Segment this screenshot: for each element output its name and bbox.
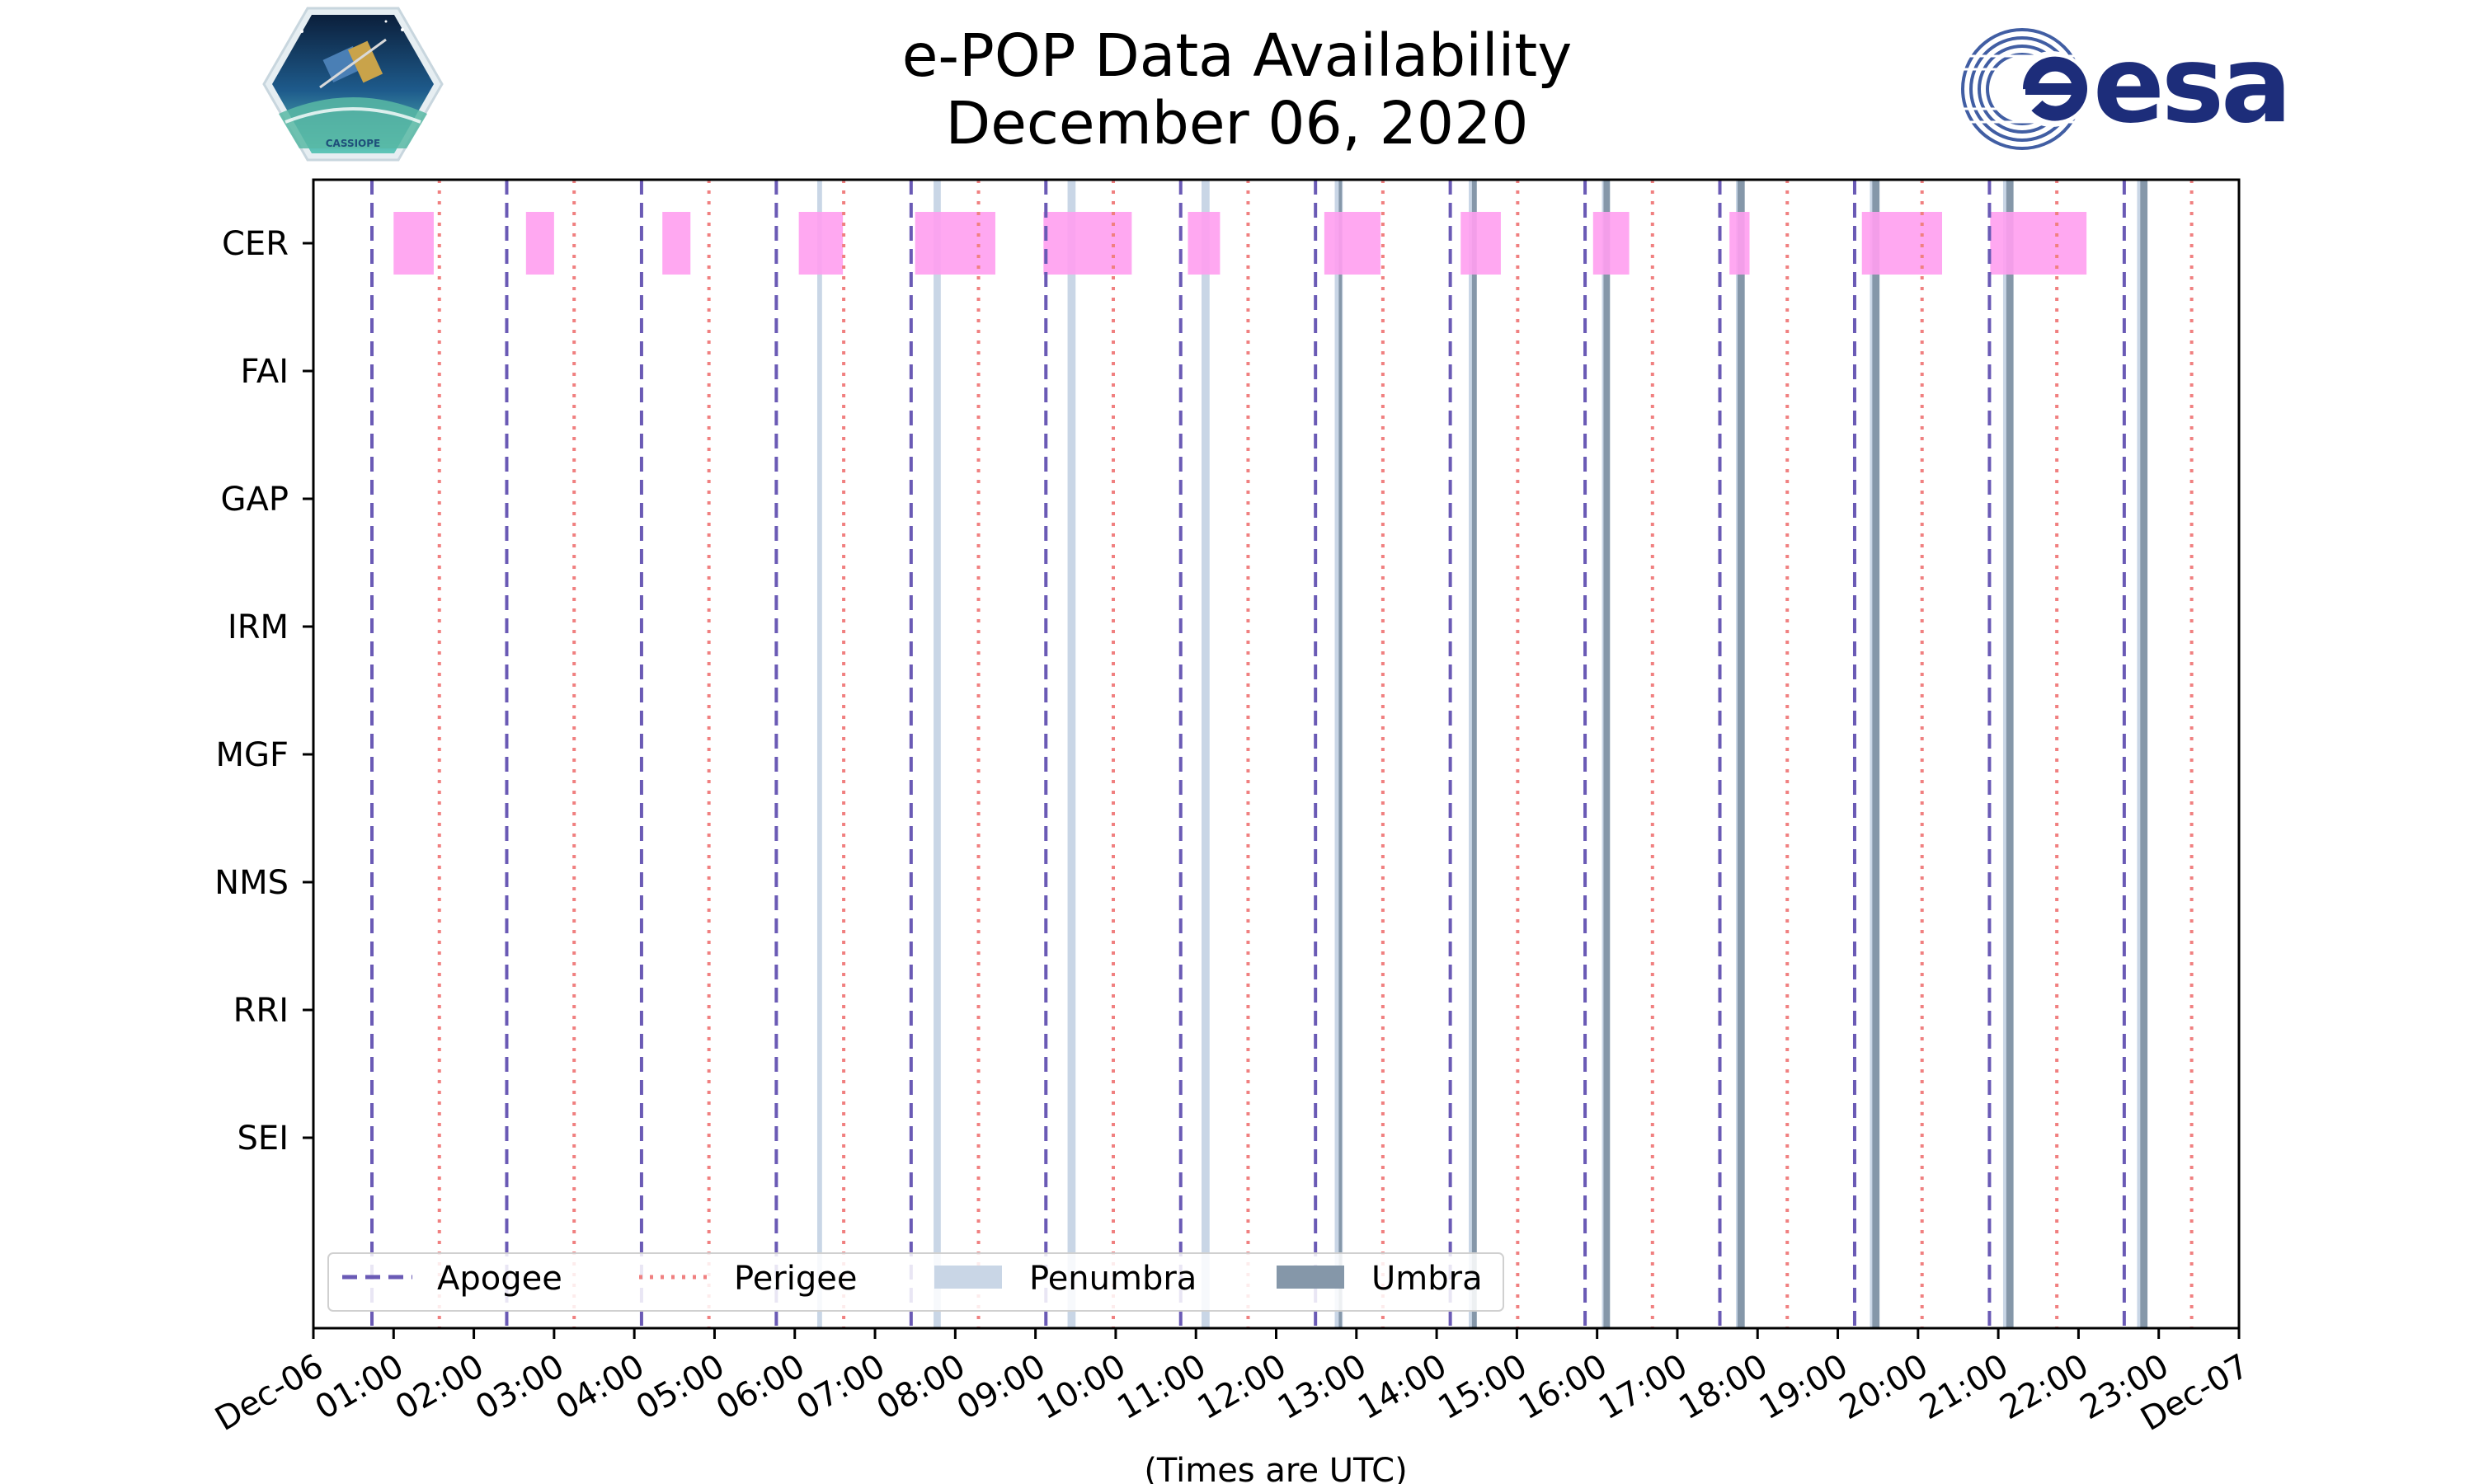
legend-penumbra-label: Penumbra bbox=[1029, 1260, 1197, 1298]
legend-umbra-swatch bbox=[1277, 1266, 1344, 1289]
x-tick-label-15: 15:00 bbox=[1432, 1347, 1534, 1427]
y-tick-label-gap: GAP bbox=[221, 481, 289, 519]
legend-apogee-label: Apogee bbox=[437, 1260, 562, 1298]
umbra-band-4 bbox=[1872, 180, 1880, 1328]
penumbra-band-3 bbox=[1202, 180, 1210, 1328]
data-bar-cer-4 bbox=[915, 212, 995, 275]
esa-logo-text: esa bbox=[2093, 24, 2292, 147]
y-tick-label-nms: NMS bbox=[214, 864, 289, 902]
penumbra-band-0 bbox=[816, 180, 822, 1328]
umbra-band-6 bbox=[2140, 180, 2148, 1328]
data-bar-cer-11 bbox=[1861, 212, 1943, 275]
data-bar-cer-8 bbox=[1460, 212, 1501, 275]
penumbra-band-1 bbox=[934, 180, 941, 1328]
data-bar-cer-0 bbox=[393, 212, 434, 275]
legend-perigee-label: Perigee bbox=[734, 1260, 857, 1298]
orbit-lines-layer bbox=[370, 180, 2194, 1328]
umbra-band-1 bbox=[1471, 180, 1477, 1328]
y-tick-label-rri: RRI bbox=[233, 992, 289, 1030]
y-tick-label-sei: SEI bbox=[238, 1120, 289, 1158]
legend-umbra-label: Umbra bbox=[1371, 1260, 1483, 1298]
x-axis: Dec-0601:0002:0003:0004:0005:0006:0007:0… bbox=[209, 1328, 2255, 1439]
legend: Apogee Perigee Penumbra Umbra bbox=[327, 1252, 1504, 1312]
x-tick-label-19: 19:00 bbox=[1753, 1347, 1855, 1427]
x-tick-label-2: 02:00 bbox=[389, 1347, 491, 1427]
x-tick-label-10: 10:00 bbox=[1031, 1347, 1132, 1427]
umbra-band-2 bbox=[1603, 180, 1611, 1328]
esa-logo-icon bbox=[1954, 28, 2095, 150]
x-tick-label-20: 20:00 bbox=[1833, 1347, 1935, 1427]
x-tick-label-22: 22:00 bbox=[1994, 1347, 2095, 1427]
plot-frame bbox=[312, 178, 2241, 1330]
data-bar-cer-6 bbox=[1188, 212, 1221, 275]
x-tick-label-17: 17:00 bbox=[1592, 1347, 1694, 1427]
x-axis-label: (Times are UTC) bbox=[1144, 1452, 1407, 1484]
x-tick-label-8: 08:00 bbox=[870, 1347, 971, 1427]
x-tick-label-4: 04:00 bbox=[549, 1347, 651, 1427]
x-tick-label-21: 21:00 bbox=[1913, 1347, 2015, 1427]
x-tick-label-9: 09:00 bbox=[951, 1347, 1052, 1427]
x-tick-label-13: 13:00 bbox=[1272, 1347, 1373, 1427]
x-tick-label-14: 14:00 bbox=[1352, 1347, 1453, 1427]
data-bar-cer-5 bbox=[1043, 212, 1132, 275]
data-bar-cer-12 bbox=[1990, 212, 2087, 275]
penumbra-band-2 bbox=[1067, 180, 1076, 1328]
shading-layer bbox=[816, 180, 2148, 1328]
chart-title-line-2: December 06, 2020 bbox=[945, 89, 1529, 157]
umbra-band-5 bbox=[2006, 180, 2014, 1328]
x-tick-label-5: 05:00 bbox=[630, 1347, 731, 1427]
cassiope-logo-icon: CASSIOPE bbox=[262, 7, 444, 162]
y-axis: CER FAI GAP IRM MGF NMS RRI SEI bbox=[214, 225, 313, 1158]
data-bars-layer bbox=[393, 212, 2087, 275]
data-bar-cer-3 bbox=[798, 212, 844, 275]
x-tick-label-6: 06:00 bbox=[710, 1347, 811, 1427]
data-bar-cer-7 bbox=[1324, 212, 1380, 275]
x-tick-label-11: 11:00 bbox=[1111, 1347, 1212, 1427]
cassiope-logo: CASSIOPE bbox=[262, 7, 444, 162]
cassiope-logo-text: CASSIOPE bbox=[326, 138, 381, 149]
chart-title-line-1: e-POP Data Availability bbox=[901, 21, 1573, 90]
y-tick-label-irm: IRM bbox=[228, 608, 289, 646]
data-bar-cer-9 bbox=[1592, 212, 1630, 275]
y-tick-label-fai: FAI bbox=[241, 353, 289, 391]
esa-logo: esa bbox=[1954, 23, 2309, 155]
data-bar-cer-1 bbox=[525, 212, 554, 275]
y-tick-label-mgf: MGF bbox=[215, 736, 289, 774]
umbra-band-0 bbox=[1338, 180, 1343, 1328]
legend-box bbox=[327, 1252, 1504, 1312]
umbra-band-3 bbox=[1737, 180, 1745, 1328]
x-tick-label-7: 07:00 bbox=[790, 1347, 891, 1427]
legend-penumbra-swatch bbox=[934, 1266, 1002, 1289]
x-tick-label-12: 12:00 bbox=[1192, 1347, 1293, 1427]
data-bar-cer-2 bbox=[662, 212, 691, 275]
x-tick-label-1: 01:00 bbox=[308, 1347, 410, 1427]
data-bar-cer-10 bbox=[1729, 212, 1750, 275]
x-tick-label-16: 16:00 bbox=[1512, 1347, 1614, 1427]
y-tick-label-cer: CER bbox=[222, 225, 289, 263]
x-tick-label-3: 03:00 bbox=[469, 1347, 571, 1427]
x-tick-label-18: 18:00 bbox=[1672, 1347, 1774, 1427]
